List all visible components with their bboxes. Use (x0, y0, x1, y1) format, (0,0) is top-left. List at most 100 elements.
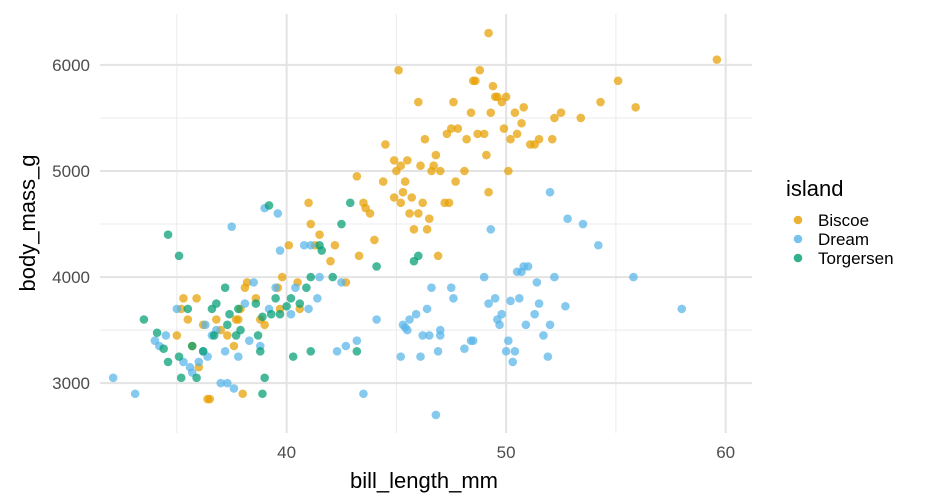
data-point (499, 124, 509, 133)
data-point (510, 347, 520, 356)
data-point (435, 166, 445, 176)
data-point (201, 320, 210, 330)
data-point (677, 304, 687, 314)
data-point (330, 240, 340, 250)
series-biscoe (172, 28, 722, 404)
data-point (198, 347, 208, 356)
data-point (326, 256, 335, 266)
data-point (212, 299, 221, 308)
legend-item-torgersen: Torgersen (793, 249, 894, 268)
x-tick-label: 50 (497, 443, 516, 462)
data-point (490, 293, 500, 303)
legend-title: island (786, 176, 843, 201)
data-point (352, 347, 362, 356)
data-point (629, 272, 638, 282)
series-dream (108, 187, 687, 420)
data-point (306, 272, 316, 282)
data-point (484, 28, 493, 38)
data-point (479, 129, 489, 139)
data-point (315, 272, 324, 282)
legend-key (793, 253, 803, 263)
data-point (234, 304, 243, 314)
data-point (460, 166, 469, 176)
data-point (242, 278, 252, 287)
data-point (578, 219, 588, 229)
data-point (519, 103, 528, 112)
legend-item-dream: Dream (793, 230, 869, 249)
data-point (416, 352, 425, 361)
data-point (495, 320, 504, 330)
data-point (284, 240, 294, 250)
data-point (108, 373, 118, 383)
data-point (337, 219, 346, 229)
data-point (176, 373, 186, 383)
data-point (332, 347, 342, 356)
data-point (442, 129, 452, 139)
data-point (420, 134, 430, 144)
data-point (223, 331, 232, 340)
data-point (556, 108, 566, 117)
y-tick-label: 6000 (52, 56, 90, 75)
data-point (433, 347, 443, 356)
data-point (209, 331, 219, 340)
y-tick-labels: 3000 4000 5000 6000 (52, 56, 90, 393)
data-point (468, 336, 478, 346)
data-point (405, 209, 414, 218)
data-point (512, 129, 522, 139)
data-point (238, 389, 247, 399)
y-axis-title: body_mass_g (15, 155, 40, 292)
data-point (484, 299, 493, 308)
y-tick-label: 5000 (52, 162, 90, 181)
legend-label: Biscoe (818, 211, 869, 230)
data-point (236, 325, 245, 335)
data-point (482, 150, 491, 160)
data-point (313, 293, 322, 303)
data-point (352, 171, 362, 181)
data-point (462, 134, 471, 144)
data-point (466, 108, 476, 117)
data-point (225, 309, 234, 319)
data-point (501, 92, 511, 102)
data-point (359, 389, 368, 399)
data-point (286, 293, 296, 303)
data-point (277, 272, 287, 282)
data-point (234, 315, 243, 324)
data-point (304, 198, 313, 208)
data-point (414, 251, 423, 261)
legend-item-biscoe: Biscoe (793, 211, 869, 230)
data-point (282, 301, 291, 311)
data-point (212, 315, 221, 324)
data-point (561, 301, 570, 311)
data-point (479, 272, 489, 282)
data-point (161, 331, 171, 340)
data-point (405, 315, 414, 324)
data-point (291, 283, 300, 292)
data-point (414, 209, 423, 218)
data-point (484, 187, 493, 197)
data-point (139, 315, 149, 324)
data-point (183, 315, 193, 324)
data-point (273, 209, 283, 218)
data-point (411, 309, 421, 319)
data-point (631, 103, 640, 112)
major-gridlines (100, 14, 752, 433)
y-tick-label: 4000 (52, 268, 90, 287)
data-point (429, 161, 438, 170)
data-point (275, 309, 285, 319)
legend-label: Dream (818, 230, 869, 249)
data-point (352, 336, 362, 346)
legend-label: Torgersen (818, 249, 894, 268)
data-point (501, 347, 511, 356)
data-point (130, 389, 140, 399)
data-point (354, 251, 364, 261)
data-point (179, 293, 188, 303)
data-point (534, 134, 544, 144)
data-point (486, 108, 496, 117)
data-point (545, 187, 555, 197)
x-axis-title: bill_length_mm (350, 468, 498, 493)
data-point (223, 320, 232, 330)
x-tick-label: 40 (277, 443, 296, 462)
data-point (345, 198, 355, 208)
data-point (446, 283, 456, 292)
